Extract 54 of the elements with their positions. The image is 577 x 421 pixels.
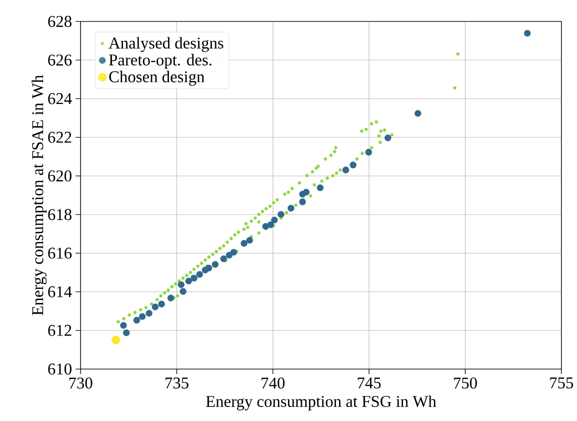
point: [299, 198, 306, 205]
point: [230, 248, 238, 256]
point: [271, 216, 278, 224]
point: [246, 236, 253, 244]
legend-label: Chosen design: [109, 70, 204, 86]
point: [123, 329, 130, 336]
y-tick-label: 610: [48, 363, 72, 374]
point: [350, 161, 356, 168]
point: [120, 322, 127, 329]
point: [180, 288, 186, 295]
point: [302, 188, 310, 196]
legend-label: Pareto-opt. des.: [109, 54, 212, 69]
y-axis-title: Energy consumption at FSAE in Wh: [32, 74, 47, 316]
x-axis-title: Energy consumption at FSG in Wh: [206, 395, 436, 410]
y-tick-label: 620: [48, 170, 72, 182]
point: [524, 30, 531, 36]
y-tick-label: 622: [48, 132, 72, 143]
point: [220, 255, 228, 262]
x-tick-label: 750: [454, 377, 477, 388]
point: [212, 260, 219, 268]
point: [138, 313, 146, 320]
x-tick-label: 745: [358, 377, 381, 388]
y-tick-label: 628: [48, 16, 72, 27]
point: [278, 210, 284, 218]
point: [190, 274, 198, 282]
point: [158, 300, 165, 308]
point: [206, 264, 212, 272]
point: [288, 204, 294, 212]
point: [196, 270, 203, 278]
point: [240, 240, 248, 246]
point: [178, 281, 185, 288]
x-tick-label: 735: [166, 377, 188, 388]
point: [112, 335, 120, 344]
point: [414, 110, 422, 117]
point: [133, 316, 140, 324]
y-tick-label: 614: [48, 286, 72, 298]
point: [342, 166, 350, 174]
point: [185, 277, 192, 284]
point: [167, 294, 174, 302]
y-tick-label: 624: [48, 93, 72, 104]
y-tick-label: 618: [48, 208, 72, 220]
point: [384, 134, 392, 142]
point: [146, 310, 152, 316]
point: [316, 184, 324, 191]
y-tick-label: 612: [48, 324, 72, 336]
x-tick-label: 740: [262, 377, 285, 388]
point: [365, 148, 372, 156]
point: [267, 221, 274, 228]
x-tick-label: 730: [69, 377, 92, 388]
point: [152, 303, 159, 310]
y-tick-label: 626: [48, 54, 72, 66]
x-tick-label: 755: [550, 377, 574, 388]
y-tick-label: 616: [48, 247, 72, 259]
legend-label: Analysed designs: [108, 36, 224, 52]
